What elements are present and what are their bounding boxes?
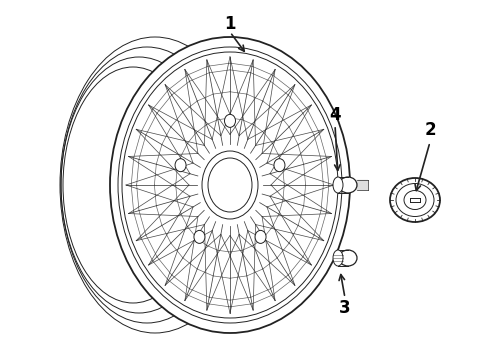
Ellipse shape [390, 178, 440, 222]
Ellipse shape [255, 230, 266, 243]
Ellipse shape [339, 177, 357, 193]
Ellipse shape [175, 159, 186, 172]
Ellipse shape [396, 184, 434, 216]
Ellipse shape [224, 114, 236, 127]
Text: 3: 3 [339, 299, 351, 317]
Ellipse shape [202, 151, 258, 219]
Ellipse shape [274, 159, 285, 172]
Ellipse shape [208, 158, 252, 212]
Ellipse shape [404, 190, 426, 210]
Ellipse shape [110, 37, 350, 333]
Text: 4: 4 [329, 106, 341, 124]
Ellipse shape [333, 177, 343, 193]
Ellipse shape [194, 230, 205, 243]
Text: 2: 2 [424, 121, 436, 139]
Text: 1: 1 [224, 15, 236, 33]
Ellipse shape [333, 250, 343, 266]
Ellipse shape [339, 250, 357, 266]
